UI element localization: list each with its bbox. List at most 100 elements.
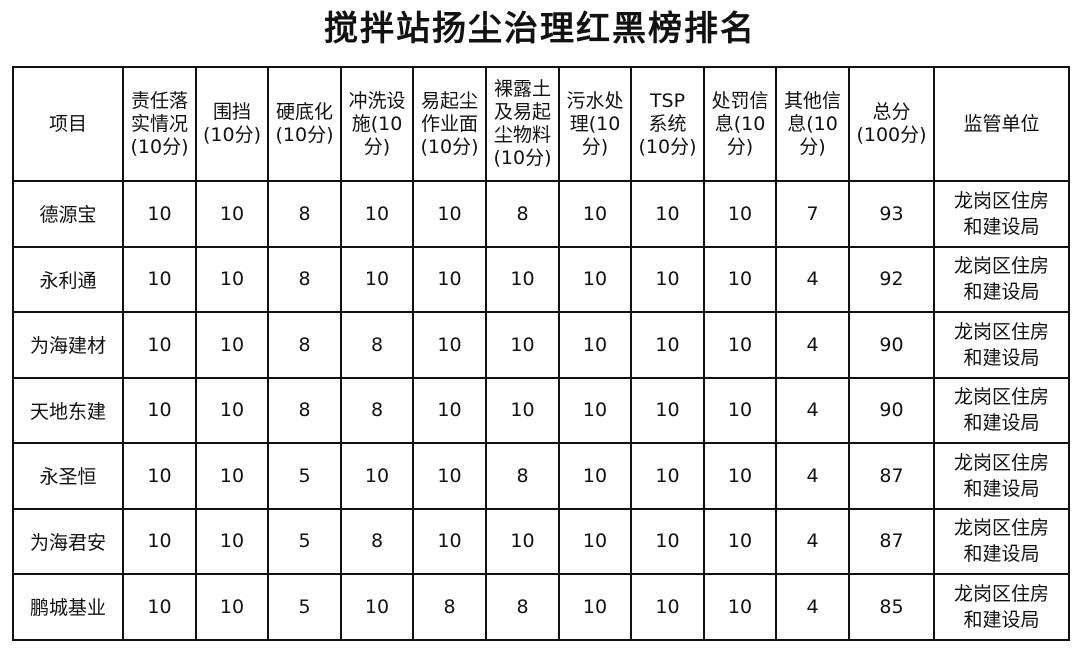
column-header-line: 施(10 — [351, 112, 403, 135]
score-cell: 10 — [630, 507, 705, 575]
supervisor-unit-line: 龙岗区住房 — [953, 386, 1049, 409]
score-cell: 8 — [267, 180, 342, 248]
supervisor-unit-line: 龙岗区住房 — [953, 582, 1049, 605]
score-cell: 10 — [412, 180, 487, 248]
score-cell: 10 — [195, 376, 269, 444]
score-cell: 8 — [340, 507, 414, 575]
score-cell: 4 — [775, 376, 850, 444]
score-cell: 8 — [267, 311, 342, 379]
column-header: TSP 系统 (10分) — [630, 66, 705, 182]
project-name-cell: 永圣恒 — [12, 442, 124, 510]
score-cell: 10 — [195, 442, 269, 510]
column-header-line: 理(10 — [569, 112, 621, 135]
supervisor-unit-line: 和建设局 — [963, 477, 1040, 500]
score-cell: 10 — [485, 311, 560, 379]
score-cell: 8 — [267, 245, 342, 313]
score-cell: 10 — [558, 573, 632, 641]
supervisor-unit-cell: 龙岗区住房 和建设局 — [933, 376, 1070, 444]
total-score-cell: 90 — [848, 376, 935, 444]
column-header-line: 息(10 — [714, 112, 766, 135]
score-cell: 4 — [775, 245, 850, 313]
project-name-cell: 为海君安 — [12, 507, 124, 575]
score-cell: 10 — [340, 442, 414, 510]
score-cell: 10 — [122, 311, 197, 379]
score-cell: 5 — [267, 442, 342, 510]
supervisor-unit-line: 龙岗区住房 — [953, 517, 1049, 540]
score-cell: 7 — [775, 180, 850, 248]
supervisor-unit-line: 龙岗区住房 — [953, 189, 1049, 212]
table-row: 为海君安 10 10 5 8 10 10 10 10 10 4 87 龙岗区住房 和建设局 — [12, 507, 1070, 575]
score-cell: 10 — [703, 180, 777, 248]
score-cell: 10 — [630, 245, 705, 313]
score-cell: 8 — [485, 180, 560, 248]
ranking-table: 项目 责任落 实情况 (10分) 围挡 (10分) 硬底化 (10分) 冲洗设 施(10 分) 易起尘… — [12, 66, 1070, 641]
column-header-line: 其他信 — [783, 89, 841, 112]
column-header-line: 裸露土 — [493, 78, 551, 100]
project-name-cell: 鹏城基业 — [12, 573, 124, 641]
column-header: 冲洗设 施(10 分) — [340, 66, 414, 182]
column-header-line: (10分) — [275, 124, 334, 146]
score-cell: 10 — [195, 311, 269, 379]
score-cell: 10 — [630, 573, 705, 641]
page-title: 搅拌站扬尘治理红黑榜排名 — [324, 9, 756, 49]
score-cell: 10 — [412, 507, 487, 575]
score-cell: 10 — [412, 376, 487, 444]
column-header-line: 总分 — [872, 101, 911, 123]
score-cell: 10 — [195, 507, 269, 575]
column-header-line: 尘物料 — [493, 124, 551, 146]
column-header-line: 硬底化 — [275, 101, 333, 123]
column-header-line: 监管单位 — [963, 112, 1040, 135]
column-header-line: 围挡 — [212, 101, 251, 123]
score-cell: 8 — [340, 376, 414, 444]
score-cell: 4 — [775, 507, 850, 575]
supervisor-unit-line: 龙岗区住房 — [953, 451, 1049, 474]
column-header-line: 项目 — [48, 112, 87, 135]
score-cell: 10 — [703, 507, 777, 575]
score-cell: 10 — [122, 442, 197, 510]
score-cell: 10 — [703, 573, 777, 641]
score-cell: 10 — [412, 245, 487, 313]
supervisor-unit-cell: 龙岗区住房 和建设局 — [933, 573, 1070, 641]
score-cell: 10 — [340, 573, 414, 641]
score-cell: 5 — [267, 507, 342, 575]
column-header-line: 分) — [363, 135, 391, 158]
score-cell: 10 — [122, 376, 197, 444]
score-cell: 10 — [630, 180, 705, 248]
column-header: 硬底化 (10分) — [267, 66, 342, 182]
score-cell: 4 — [775, 573, 850, 641]
score-cell: 10 — [703, 245, 777, 313]
supervisor-unit-line: 和建设局 — [963, 281, 1040, 304]
score-cell: 10 — [558, 180, 632, 248]
score-cell: 10 — [485, 245, 560, 313]
column-header-line: (10分) — [493, 147, 552, 169]
score-cell: 10 — [558, 442, 632, 510]
total-score-cell: 87 — [848, 507, 935, 575]
score-cell: 10 — [195, 245, 269, 313]
column-header-line: 系统 — [648, 112, 687, 135]
score-cell: 10 — [630, 311, 705, 379]
column-header-line: (10分) — [638, 135, 697, 158]
score-cell: 5 — [267, 573, 342, 641]
score-cell: 4 — [775, 311, 850, 379]
score-cell: 10 — [412, 442, 487, 510]
column-header-line: 息(10 — [787, 112, 838, 135]
table-row: 鹏城基业 10 10 5 10 8 8 10 10 10 4 85 龙岗区住房 和建设局 — [12, 573, 1070, 641]
column-header-line: 分) — [581, 135, 609, 158]
column-header-line: 实情况 — [130, 112, 188, 135]
table-row: 为海建材 10 10 8 8 10 10 10 10 10 4 90 龙岗区住房 和建设局 — [12, 311, 1070, 379]
column-header-line: 处罚信 — [711, 89, 769, 112]
supervisor-unit-line: 和建设局 — [963, 608, 1040, 631]
column-header-line: (100分) — [856, 124, 927, 146]
score-cell: 8 — [340, 311, 414, 379]
supervisor-unit-line: 龙岗区住房 — [953, 255, 1049, 278]
column-header: 总分 (100分) — [848, 66, 935, 182]
score-cell: 10 — [122, 507, 197, 575]
score-cell: 8 — [485, 573, 560, 641]
score-cell: 10 — [558, 507, 632, 575]
column-header-line: TSP — [649, 89, 686, 112]
total-score-cell: 87 — [848, 442, 935, 510]
column-header: 污水处 理(10 分) — [558, 66, 632, 182]
column-header: 裸露土 及易起 尘物料 (10分) — [485, 66, 560, 182]
score-cell: 8 — [485, 442, 560, 510]
score-cell: 10 — [412, 311, 487, 379]
